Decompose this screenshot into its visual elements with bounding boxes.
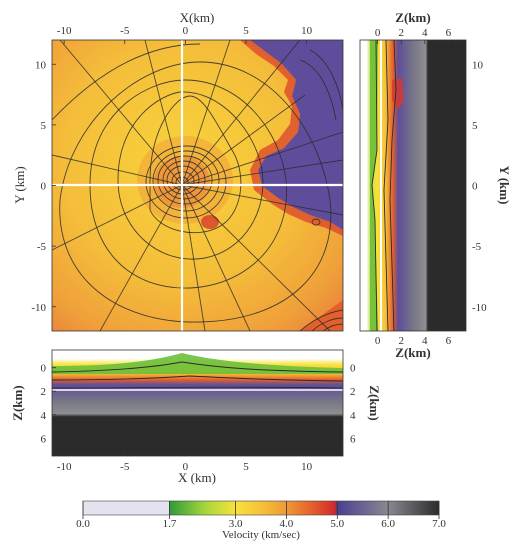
- side-z-tick-top: 6: [446, 27, 452, 39]
- map-view-panel: [51, 39, 344, 332]
- bottom-z-tick-right: 6: [350, 433, 356, 445]
- map-x-tick-bottom: -10: [57, 461, 72, 473]
- side-y-tick: 0: [472, 181, 478, 193]
- side-y-tick: -10: [472, 302, 487, 314]
- map-x-tick-top: -10: [57, 25, 72, 37]
- bottom-y-axis-title-right: Z(km): [367, 385, 382, 420]
- side-contours: [371, 39, 397, 332]
- colorbar-tick-label: 7.0: [432, 518, 446, 530]
- map-x-tick-top: 5: [243, 25, 249, 37]
- bottom-z-tick-left: 0: [41, 363, 47, 375]
- bottom-view-panel: [51, 349, 344, 457]
- map-x-tick-bottom: 10: [301, 461, 313, 473]
- side-y-tick: -5: [472, 241, 482, 253]
- bottom-frame: [51, 349, 344, 457]
- side-x-axis-title-bottom: Z(km): [395, 345, 430, 360]
- colorbar-ticks: 0.0 1.7 3.0 4.0 5.0 6.0 7.0: [76, 501, 446, 530]
- colorbar-fill: [82, 500, 440, 516]
- map-y-tick: -10: [31, 302, 46, 314]
- side-z-tick-bottom: 2: [398, 335, 404, 347]
- bottom-z-tick-right: 0: [350, 363, 356, 375]
- map-x-tick-top: 0: [183, 25, 189, 37]
- side-z-tick-bottom: 4: [422, 335, 428, 347]
- side-z-tick-bottom: 6: [446, 335, 452, 347]
- bottom-x-axis-title: X (km): [178, 470, 216, 485]
- side-view-panel: [359, 39, 467, 332]
- side-background: [360, 40, 466, 331]
- bottom-z-tick-left: 2: [41, 386, 47, 398]
- side-y-tick: 10: [472, 59, 484, 71]
- map-x-tick-top: 10: [301, 25, 313, 37]
- high-velocity-fringe: [240, 40, 343, 236]
- colorbar-tick-label: 4.0: [280, 518, 294, 530]
- colorbar-label: Velocity (km/sec): [222, 529, 300, 541]
- side-y-tick: 5: [472, 120, 478, 132]
- map-y-axis-title: Y (km): [12, 166, 27, 203]
- colorbar-tick-label: 0.0: [76, 518, 90, 530]
- bottom-z-tick-right: 4: [350, 410, 356, 422]
- map-x-tick-bottom: -5: [120, 461, 130, 473]
- colorbar-tick-label: 5.0: [330, 518, 344, 530]
- colorbar-tick-label: 1.7: [163, 518, 177, 530]
- map-y-tick: 0: [41, 181, 47, 193]
- side-z-tick-top: 0: [375, 27, 381, 39]
- side-x-axis-title-top: Z(km): [395, 10, 430, 25]
- bottom-y-axis-title-left: Z(km): [10, 385, 25, 420]
- colorbar-tick-label: 6.0: [381, 518, 395, 530]
- map-y-tick: 10: [35, 59, 47, 71]
- colorbar-tick-label: 3.0: [229, 518, 243, 530]
- side-z-tick-bottom: 0: [375, 335, 381, 347]
- map-x-tick-bottom: 0: [183, 461, 189, 473]
- high-velocity-region: [250, 40, 343, 230]
- map-x-axis-title-top: X(km): [180, 10, 215, 25]
- central-anomaly-core: [201, 215, 219, 229]
- bottom-z-tick-left: 6: [41, 433, 47, 445]
- axis-ticks: -10 -10 -5 -5 0 0 5 5 10 10 10 5 0 -5 -10 0 0 2 2 4 4 6 6 10 5 0 -…: [31, 25, 487, 473]
- map-y-tick: 5: [41, 120, 47, 132]
- side-z-tick-top: 4: [422, 27, 428, 39]
- bottom-contours: [51, 361, 344, 389]
- map-y-tick: -5: [37, 241, 47, 253]
- map-x-tick-bottom: 5: [243, 461, 249, 473]
- side-z-tick-top: 2: [398, 27, 404, 39]
- topographic-contours: [52, 43, 343, 331]
- radial-profile-lines: [52, 40, 343, 331]
- bottom-z-tick-right: 2: [350, 386, 356, 398]
- bottom-z-tick-left: 4: [41, 410, 47, 422]
- side-y-axis-title: Y (km): [497, 166, 512, 205]
- map-x-tick-top: -5: [120, 25, 130, 37]
- colorbar: 0.0 1.7 3.0 4.0 5.0 6.0 7.0 Velocity (km/sec): [76, 500, 446, 541]
